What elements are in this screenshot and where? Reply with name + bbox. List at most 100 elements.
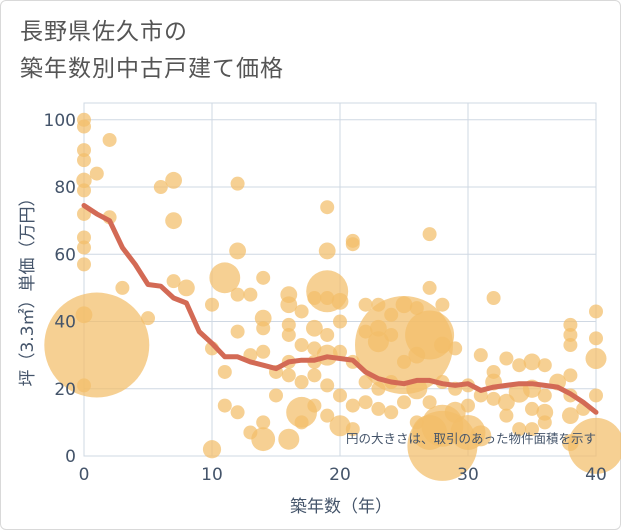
data-point [537,415,552,430]
data-point [537,358,552,373]
data-point [470,425,492,447]
data-point [306,319,323,337]
data-point [397,354,411,369]
x-tick-label: 30 [457,465,479,485]
x-tick-label: 0 [79,465,90,485]
data-point [77,183,91,198]
data-point [77,257,91,272]
data-point [209,262,241,294]
data-point [251,427,276,452]
y-tick-label: 0 [65,447,76,467]
data-point [435,297,450,312]
data-point [281,327,296,342]
data-point [76,172,92,189]
data-point [77,230,91,245]
data-point [568,417,621,474]
data-point [461,398,475,413]
data-point [230,405,245,420]
data-point [254,309,272,327]
data-point [358,297,373,312]
y-tick-label: 100 [44,111,76,131]
data-point [229,242,247,260]
data-point [280,296,298,314]
data-point [499,351,514,366]
data-point [307,368,322,383]
data-point [77,240,91,255]
data-point [473,348,488,363]
bubble-layer [44,112,621,481]
data-point [395,296,413,314]
data-point [371,401,386,416]
data-point [358,395,373,410]
x-tick-label: 20 [329,465,351,485]
data-point [178,279,195,297]
data-point [345,237,360,252]
data-point [256,270,271,285]
data-point [294,415,309,430]
data-point [77,119,91,134]
chart-title: 長野県佐久市の 築年数別中古戸建て価格 [20,14,284,88]
data-point [318,242,336,260]
data-point [320,290,335,305]
data-point [230,176,245,191]
y-axis-label: 坪（3.3㎡）単価（万円） [18,189,38,386]
data-point [537,388,552,403]
data-point [422,395,437,410]
y-tick-label: 40 [54,313,76,333]
data-point [589,388,603,403]
data-point [563,368,578,383]
data-point [512,422,527,437]
data-point [320,408,335,423]
data-point [525,422,539,437]
data-point [320,378,335,393]
data-point [141,311,155,326]
data-point [165,212,183,230]
data-point [397,395,411,410]
x-tick-label: 40 [585,465,607,485]
bubble-size-note: 円の大きさは、取引のあった物件面積を示す [346,431,596,446]
data-point [217,398,232,413]
data-point [512,358,527,373]
data-point [256,344,271,359]
data-point [345,422,360,437]
data-point [329,415,351,437]
data-point [269,388,283,403]
trend-line [81,203,599,415]
data-point [563,317,578,332]
data-point [77,143,91,158]
data-point [422,227,437,242]
data-point [102,132,117,147]
data-point [320,200,335,215]
data-point [333,344,347,359]
y-tick-label: 20 [54,380,76,400]
data-point [294,338,309,353]
data-point [448,341,463,356]
data-point [333,388,347,403]
data-point [294,375,309,390]
x-tick-label: 10 [201,465,223,485]
trend-layer [81,203,599,415]
data-point [562,407,579,425]
data-point [202,440,222,459]
data-point [320,327,335,342]
data-point [523,353,541,371]
data-point [205,297,219,312]
data-point [525,401,539,416]
y-tick-label: 60 [54,245,76,265]
x-axis-label: 築年数（年） [290,497,392,517]
data-point [563,327,578,342]
data-point [165,171,183,189]
data-point [307,398,322,413]
data-point [422,280,437,295]
data-point [499,408,514,423]
data-point [278,428,300,450]
data-point [486,290,501,305]
data-point [294,304,309,319]
data-point [589,304,603,319]
data-point [89,166,104,181]
data-point [409,301,424,316]
data-point [331,292,349,310]
data-point [563,338,578,353]
y-tick-label: 80 [54,178,76,198]
